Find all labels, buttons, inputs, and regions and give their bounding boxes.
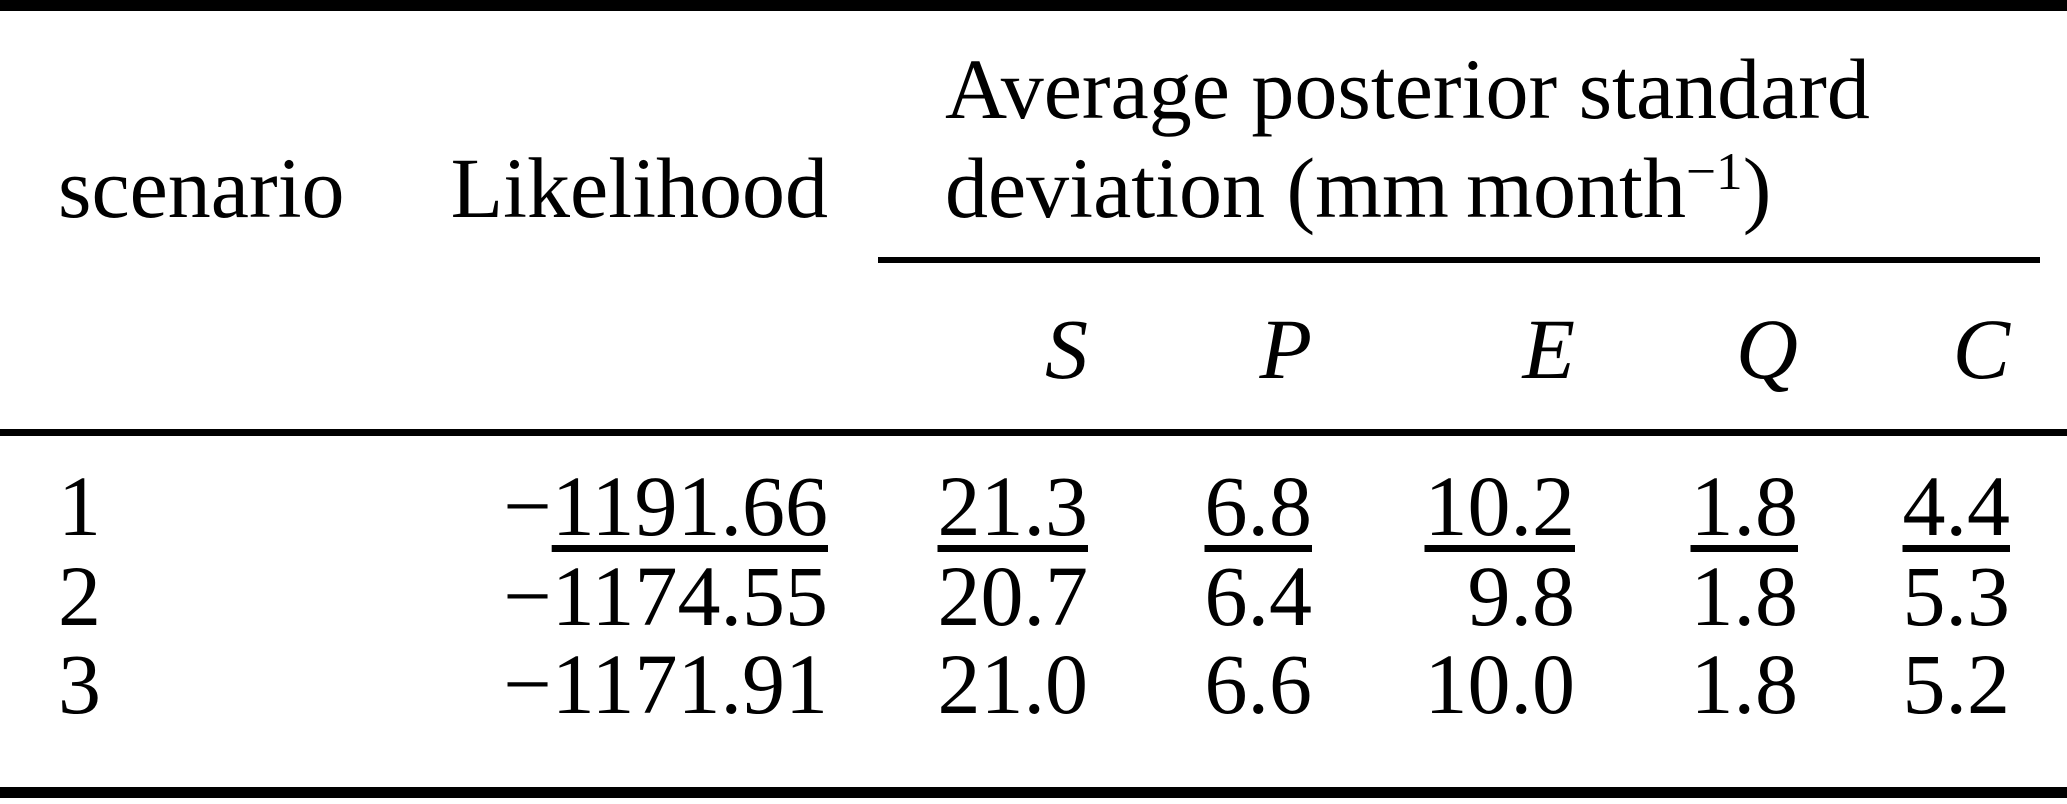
row3-likelihood-value: 1171.91	[551, 636, 828, 732]
subheader-C: C	[1952, 301, 2010, 397]
row3-likelihood-sign: −	[503, 636, 552, 732]
column-header-likelihood: Likelihood	[450, 140, 828, 236]
group-header-line2: deviation (mm month−1)	[945, 139, 1870, 249]
row2-value-E: 9.8	[1467, 548, 1576, 644]
row2-value-P: 6.4	[1204, 548, 1313, 644]
header-body-rule	[0, 429, 2067, 436]
row3-value-C: 5.2	[1902, 636, 2011, 732]
row1-value-P: 6.8	[1204, 458, 1313, 554]
row2-likelihood-value: 1174.55	[551, 548, 828, 644]
subheader-P: P	[1259, 301, 1312, 397]
top-rule	[0, 0, 2067, 11]
row1-scenario: 1	[58, 458, 101, 554]
column-header-scenario: scenario	[58, 140, 345, 236]
row1-likelihood-value: 1191.66	[551, 458, 828, 554]
row2-scenario: 2	[58, 548, 101, 644]
row1-value-Q: 1.8	[1690, 458, 1799, 554]
group-header-line1: Average posterior standard	[945, 41, 1870, 137]
subheader-E: E	[1522, 301, 1575, 397]
subheader-Q: Q	[1735, 301, 1798, 397]
row1-value-E: 10.2	[1424, 458, 1576, 554]
row2-value-S: 20.7	[937, 548, 1089, 644]
column-group-header: Average posterior standard deviation (mm…	[945, 40, 1870, 249]
row1-value-C: 4.4	[1902, 458, 2011, 554]
row3-value-E: 10.0	[1424, 636, 1576, 732]
row2-likelihood-sign: −	[503, 548, 552, 644]
group-header-unit-close: )	[1742, 140, 1772, 236]
row1-likelihood-sign: −	[503, 458, 552, 554]
row1-likelihood: −1191.66	[503, 463, 828, 549]
group-header-rule	[878, 257, 2040, 263]
subheader-S: S	[1045, 301, 1088, 397]
row3-value-S: 21.0	[937, 636, 1089, 732]
group-header-unit-text: deviation (mm month	[945, 140, 1686, 236]
row1-value-S: 21.3	[937, 458, 1089, 554]
row3-value-Q: 1.8	[1690, 636, 1799, 732]
row3-scenario: 3	[58, 636, 101, 732]
row2-likelihood: −1174.55	[503, 553, 828, 639]
row2-value-C: 5.3	[1902, 548, 2011, 644]
row2-value-Q: 1.8	[1690, 548, 1799, 644]
row3-likelihood: −1171.91	[503, 641, 828, 727]
group-header-unit-exponent: −1	[1685, 141, 1743, 202]
bottom-rule	[0, 787, 2067, 798]
row3-value-P: 6.6	[1204, 636, 1313, 732]
